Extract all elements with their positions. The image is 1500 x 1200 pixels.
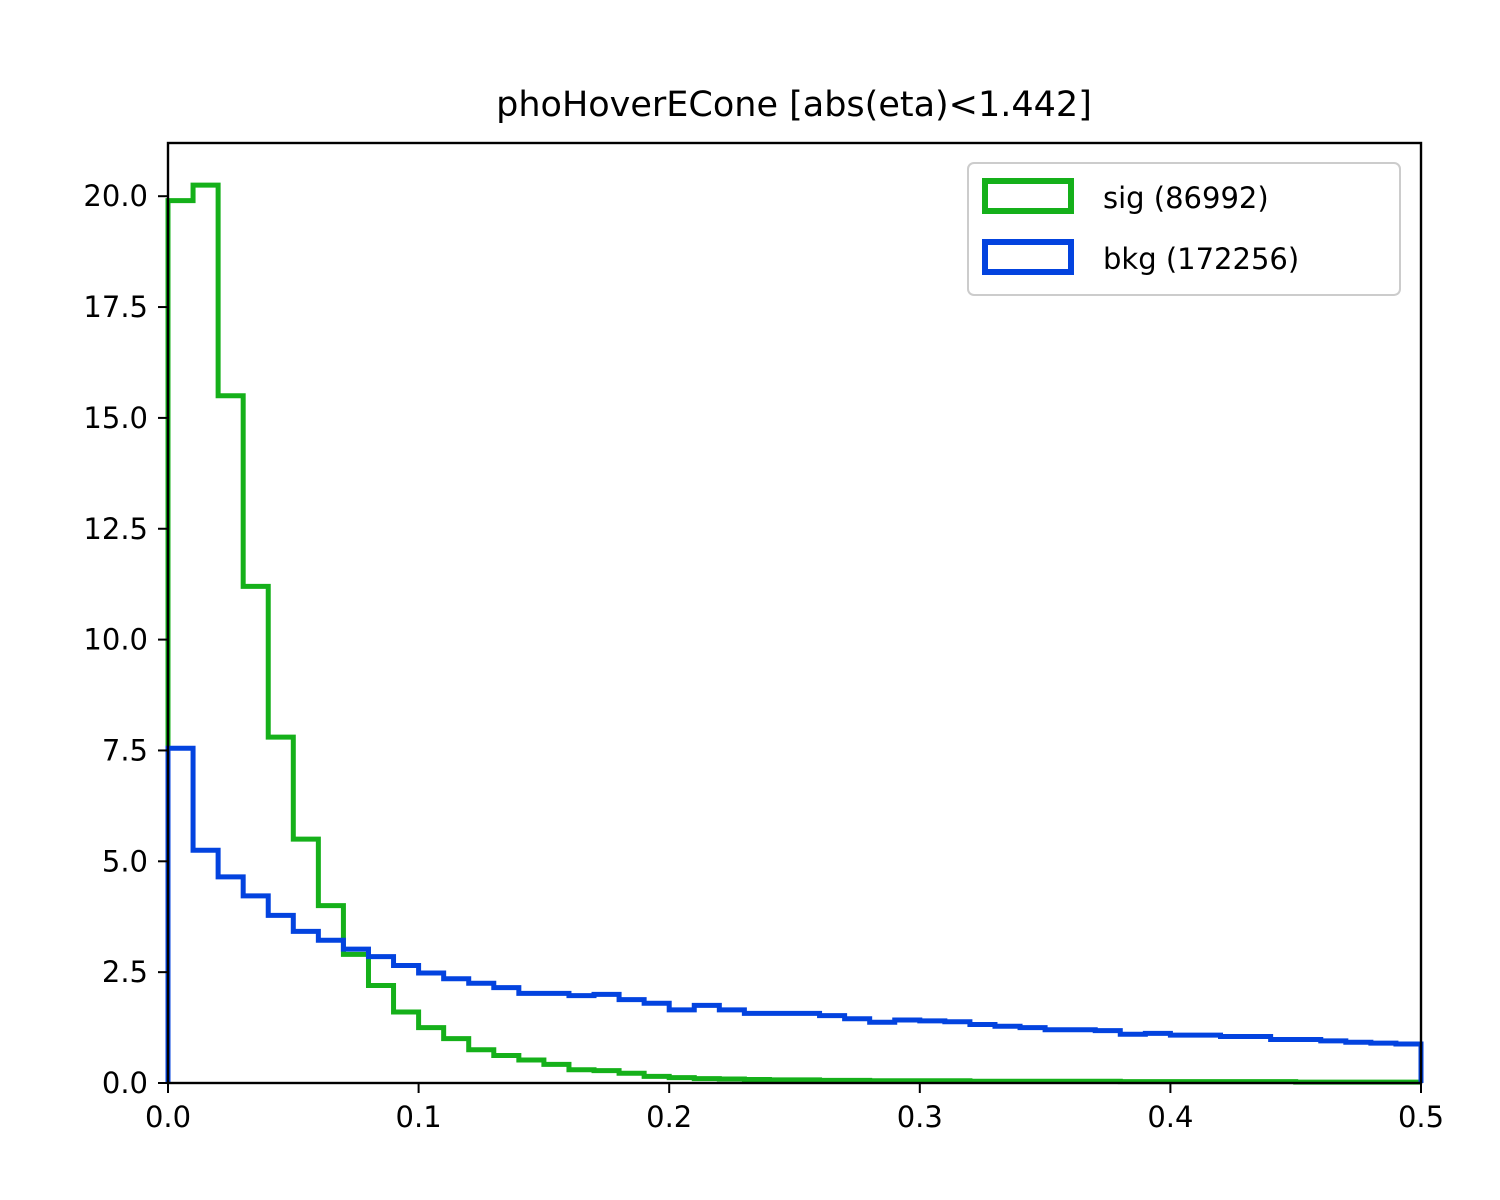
x-tick-label: 0.1 bbox=[396, 1100, 442, 1134]
y-tick-label: 5.0 bbox=[102, 844, 148, 878]
y-tick-label: 12.5 bbox=[83, 512, 148, 546]
y-tick-label: 2.5 bbox=[102, 955, 148, 989]
series-layer bbox=[165, 182, 1424, 1085]
y-tick-label: 17.5 bbox=[83, 290, 148, 324]
y-tick-label: 10.0 bbox=[83, 623, 148, 657]
y-tick-label: 15.0 bbox=[83, 401, 148, 435]
series-sig-outline bbox=[165, 182, 1424, 1085]
x-tick-label: 0.4 bbox=[1147, 1100, 1193, 1134]
legend: sig (86992) bkg (172256) bbox=[967, 162, 1401, 296]
legend-label-sig: sig (86992) bbox=[1103, 181, 1269, 215]
x-tick-label: 0.0 bbox=[145, 1100, 191, 1134]
series-bkg-outline bbox=[165, 745, 1424, 1083]
x-tick-label: 0.3 bbox=[897, 1100, 943, 1134]
legend-swatch-bkg bbox=[982, 239, 1074, 275]
y-axis: 0.0 2.5 5.0 7.5 10.0 12.5 15.0 17.5 20.0 bbox=[83, 179, 168, 1100]
y-tick-label: 20.0 bbox=[83, 179, 148, 213]
x-axis: 0.0 0.1 0.2 0.3 0.4 0.5 bbox=[145, 1083, 1444, 1134]
legend-label-bkg: bkg (172256) bbox=[1103, 242, 1299, 276]
y-tick-label: 7.5 bbox=[102, 733, 148, 767]
legend-box bbox=[967, 162, 1401, 296]
legend-swatch-sig bbox=[982, 178, 1074, 214]
chart-title: phoHoverECone [abs(eta)<1.442] bbox=[496, 85, 1092, 125]
x-tick-label: 0.5 bbox=[1398, 1100, 1444, 1134]
plot-frame bbox=[166, 141, 1423, 1085]
y-tick-label: 0.0 bbox=[102, 1066, 148, 1100]
x-tick-label: 0.2 bbox=[646, 1100, 692, 1134]
